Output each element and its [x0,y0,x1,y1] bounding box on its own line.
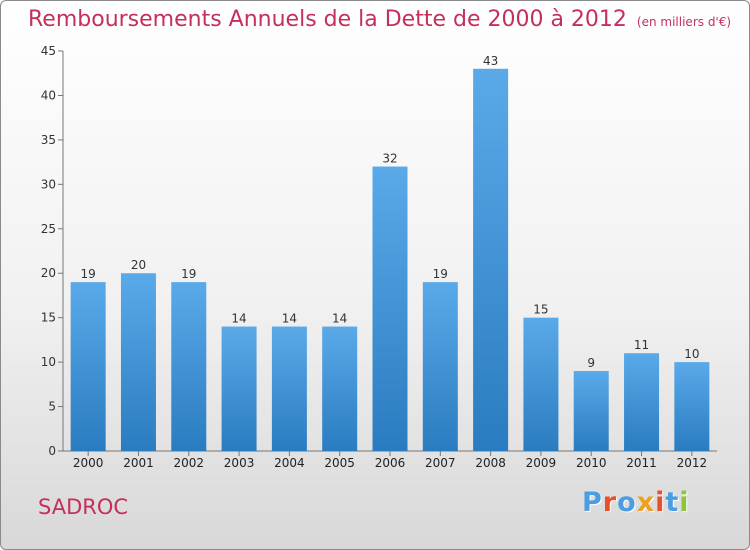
bar [523,317,559,451]
bar [171,282,207,451]
bar [271,326,307,451]
bar [120,273,156,451]
y-tick-label: 40 [41,88,56,102]
bar [573,371,609,451]
bar-value-label: 19 [181,267,196,281]
logo-letter: x [636,487,656,518]
bar [624,353,660,451]
y-tick-label: 0 [48,444,56,458]
bar [473,68,509,452]
bar-value-label: 11 [634,338,649,352]
chart-title-text: Remboursements Annuels de la Dette de 20… [28,7,627,32]
logo-letter: P [582,487,603,518]
y-tick-label: 25 [41,222,56,236]
y-tick-label: 30 [41,177,56,191]
bar-value-label: 14 [282,312,297,326]
logo-letter: i [679,487,690,518]
bar [372,166,408,452]
x-tick-label: 2003 [224,456,255,470]
y-tick-label: 15 [41,311,56,325]
x-tick-label: 2009 [526,456,557,470]
x-tick-label: 2001 [123,456,154,470]
x-tick-label: 2012 [677,456,708,470]
bar-value-label: 20 [131,258,146,272]
x-tick-label: 2011 [626,456,657,470]
logo-letter: t [665,487,680,518]
bar-value-label: 32 [382,152,397,166]
y-tick-label: 20 [41,266,56,280]
place-name: SADROC [38,495,129,519]
x-axis: 2000 2001 2002 2003 2004 2005 2006 2007 2008 2009… [63,450,717,470]
proxiti-logo: Proxiti [582,487,690,518]
x-tick-label: 2006 [375,456,406,470]
bar-value-label: 19 [433,267,448,281]
bar-value-label: 43 [483,54,498,68]
x-tick-label: 2002 [173,456,204,470]
logo-letter: o [617,487,637,518]
x-tick-label: 2005 [324,456,355,470]
bar-value-label: 15 [533,303,548,317]
bar-value-label: 10 [684,347,699,361]
bar [322,326,358,451]
bar [221,326,257,451]
chart-title: Remboursements Annuels de la Dette de 20… [28,7,731,32]
y-tick-label: 45 [41,44,56,58]
bar-value-label: 9 [587,356,595,370]
y-tick-label: 10 [41,355,56,369]
y-axis: 0 5 10 15 20 25 30 35 40 45 [41,44,64,458]
y-tick-label: 35 [41,133,56,147]
x-tick-label: 2008 [475,456,506,470]
bar [70,282,106,451]
logo-letter: r [602,487,618,518]
chart-subtitle: (en milliers d'€) [636,15,732,29]
x-tick-label: 2007 [425,456,456,470]
bars: 19 20 19 14 14 14 32 19 43 15 9 11 10 [70,54,710,452]
bar-value-label: 19 [81,267,96,281]
bar [674,362,710,451]
bar-value-label: 14 [332,312,347,326]
bar-value-label: 14 [231,312,246,326]
x-tick-label: 2000 [73,456,104,470]
x-tick-label: 2010 [576,456,607,470]
bar [422,282,458,451]
x-tick-label: 2004 [274,456,305,470]
y-tick-label: 5 [48,400,56,414]
logo-letter: i [655,487,666,518]
